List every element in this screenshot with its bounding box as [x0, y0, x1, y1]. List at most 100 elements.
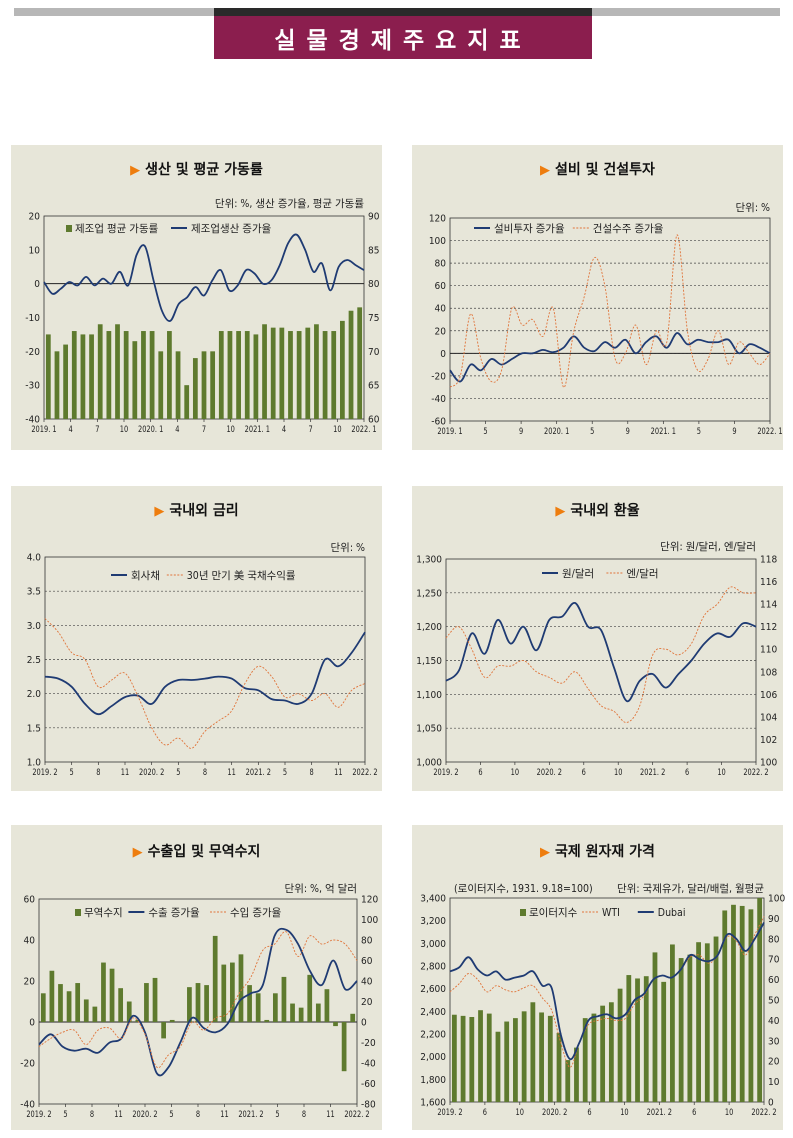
- chart-bar: [504, 1021, 510, 1102]
- chart-bar: [195, 983, 201, 1022]
- chart-bar: [357, 307, 363, 419]
- x-tick-label: 2022. 1: [351, 423, 377, 434]
- chart-bar: [83, 999, 89, 1022]
- legend-label: 설비투자 증가율: [494, 223, 565, 235]
- y-tick-label-left: 60: [24, 895, 36, 906]
- triangle-icon: ▶: [132, 845, 143, 860]
- chart-production: 20 10 0 -10 -20 -30 -40 90 85 80 75 70 65 60 2019. 1 4 7…: [25, 197, 379, 434]
- chart-bar: [158, 351, 164, 419]
- y-tick-label-right: 102: [760, 735, 777, 746]
- series-line: [445, 586, 757, 723]
- y-tick-label-left: 1,800: [420, 1075, 446, 1086]
- legend-label: 30년 만기 美 국채수익률: [187, 569, 296, 582]
- chart-bar: [118, 988, 124, 1022]
- page-title: 실물경제주요지표: [214, 16, 592, 59]
- y-tick-label-right: 40: [361, 977, 373, 988]
- chart-bar: [230, 962, 235, 1022]
- chart-bar: [221, 964, 227, 1022]
- x-tick-label: 2019. 2: [437, 1106, 462, 1117]
- y-tick-label-left: 3.0: [27, 621, 42, 632]
- chart-bar: [696, 942, 701, 1102]
- x-tick-label: 4: [282, 423, 286, 434]
- series-line: [449, 922, 765, 1061]
- y-tick-label-right: 116: [760, 577, 777, 588]
- chart-bar: [63, 344, 68, 419]
- chart-panel-investment: ▶ 설비 및 건설투자 120 100 80 60 40 20 0 -20 -40 -60 2019.…: [412, 145, 783, 450]
- y-tick-label-right: 10: [768, 1077, 780, 1088]
- chart-bar: [236, 331, 241, 419]
- x-tick-label: 2022. 2: [751, 1106, 776, 1117]
- chart-title: 설비 및 건설투자: [555, 162, 655, 178]
- chart-panel-interest: ▶ 국내외 금리 4.0 3.5 3.0 2.5 2.0 1.5 1.0 2019. 2 5 8 11…: [11, 486, 382, 791]
- y-tick-label-right: 40: [768, 1016, 780, 1027]
- x-tick-label: 2022. 2: [352, 766, 377, 777]
- series-line: [445, 602, 757, 703]
- y-tick-label-left: 20: [29, 212, 41, 223]
- chart-bar: [635, 978, 640, 1102]
- triangle-icon: ▶: [130, 163, 141, 178]
- x-tick-label: 8: [90, 1108, 94, 1119]
- y-tick-label-right: 100: [760, 758, 777, 769]
- chart-title: 수출입 및 무역수지: [147, 844, 261, 860]
- chart-bar: [288, 331, 293, 419]
- x-tick-label: 5: [483, 425, 487, 436]
- x-tick-label: 10: [614, 766, 623, 777]
- chart-bar: [264, 1019, 270, 1022]
- series-line: [449, 332, 771, 383]
- plot-area: [449, 217, 771, 422]
- chart-bar: [212, 935, 218, 1022]
- y-tick-label-right: 70: [768, 955, 780, 966]
- chart-exchange: 1,300 1,250 1,200 1,150 1,100 1,050 1,000 118 11…: [416, 540, 777, 777]
- chart-bar: [307, 974, 313, 1022]
- y-tick-label-right: 108: [760, 667, 777, 678]
- chart-bar: [530, 1002, 536, 1102]
- chart-bar: [97, 324, 103, 419]
- y-tick-label-left: -20: [25, 347, 40, 358]
- chart-bar: [149, 331, 155, 419]
- series-line: [38, 931, 358, 1069]
- legend-label: WTI: [602, 907, 620, 919]
- chart-bar: [296, 331, 302, 419]
- chart-bar: [600, 1005, 606, 1102]
- triangle-icon: ▶: [555, 504, 566, 519]
- chart-bar: [270, 327, 276, 419]
- legend-label: 제조업생산 증가율: [191, 222, 272, 235]
- x-tick-label: 6: [478, 766, 482, 777]
- legend-swatch-bar: [520, 909, 526, 916]
- y-tick-label-right: -60: [361, 1079, 376, 1090]
- x-tick-label: 11: [121, 766, 130, 777]
- y-tick-label-right: 104: [760, 712, 777, 723]
- x-tick-label: 2021. 2: [238, 1108, 263, 1119]
- y-tick-label-left: 2.0: [27, 689, 42, 700]
- y-tick-label-right: 60: [768, 975, 780, 986]
- chart-bar: [521, 1011, 527, 1102]
- chart-bar: [305, 327, 311, 419]
- chart-bar: [574, 1047, 579, 1102]
- y-tick-label-left: 1,250: [416, 588, 442, 599]
- x-tick-label: 8: [203, 766, 207, 777]
- chart-title: 생산 및 평균 가동률: [145, 162, 263, 178]
- y-tick-label-left: 100: [429, 236, 446, 247]
- chart-bar: [253, 334, 259, 419]
- chart-bar: [201, 351, 207, 419]
- chart-bar: [109, 968, 115, 1022]
- chart-bar: [281, 976, 287, 1022]
- series-line: [44, 631, 366, 716]
- chart-bar: [204, 985, 209, 1022]
- chart-bar: [643, 976, 649, 1102]
- chart-bar: [495, 1031, 501, 1102]
- y-tick-label-left: -30: [25, 381, 40, 392]
- chart-bar: [184, 385, 190, 419]
- chart-title: 국제 원자재 가격: [555, 844, 655, 860]
- chart-bar: [322, 331, 328, 419]
- legend-label: Dubai: [658, 907, 686, 919]
- x-tick-label: 2021. 1: [245, 423, 271, 434]
- unit-label: 단위: %: [331, 541, 366, 554]
- y-tick-label-left: 3,200: [420, 916, 446, 927]
- legend-label: 로이터지수: [529, 907, 578, 919]
- y-tick-label-left: 0: [440, 349, 446, 360]
- y-tick-label-right: 80: [768, 934, 780, 945]
- x-tick-label: 6: [692, 1106, 696, 1117]
- unit-label: 단위: 국제유가, 달러/배럴, 월평균: [617, 882, 764, 895]
